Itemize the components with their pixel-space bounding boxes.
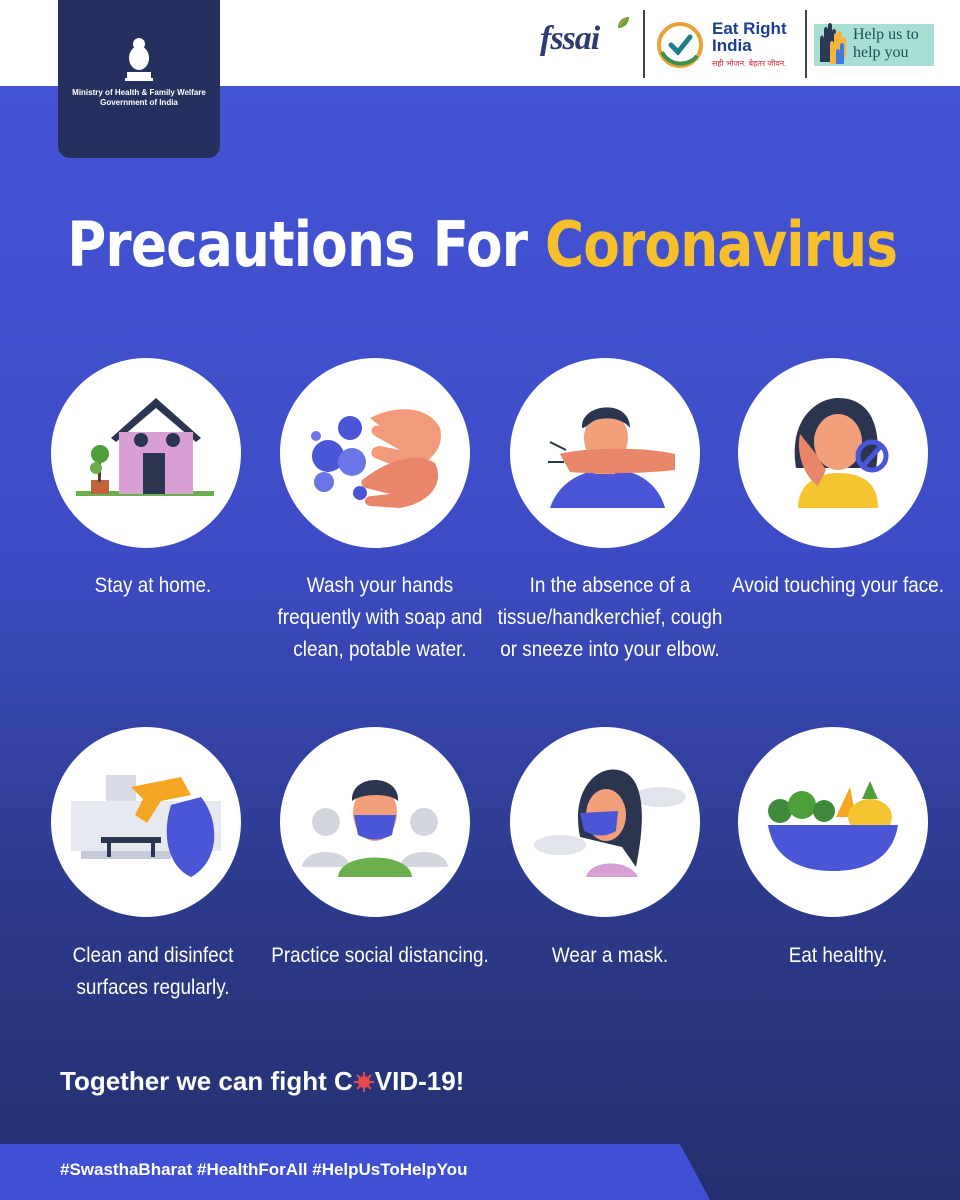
tip-caption: In the absence of a tissue/handkerchief,…: [497, 574, 723, 661]
tip-illustration: [51, 358, 241, 548]
tip-illustration: [51, 727, 241, 917]
tip-illustration: [510, 727, 700, 917]
no-face-touch-icon: [794, 398, 889, 508]
tip-illustration: [738, 727, 928, 917]
tip-illustration: [280, 358, 470, 548]
eat-right-tagline: सही भोजन. बेहतर जीवन.: [712, 59, 787, 68]
house-icon: [76, 398, 214, 496]
ministry-line2: Government of India: [100, 98, 178, 107]
ministry-badge: Ministry of Health & Family Welfare Gove…: [58, 0, 220, 158]
header-divider: [805, 10, 807, 78]
tip-illustration: [738, 358, 928, 548]
tagline-end: VID-19!: [374, 1066, 465, 1096]
tip-caption: Clean and disinfect surfaces regularly.: [72, 944, 234, 999]
national-emblem-icon: [125, 38, 153, 81]
healthy-food-icon: [768, 781, 898, 871]
ministry-name: Ministry of Health & Family Welfare Gove…: [58, 88, 220, 108]
tip-caption: Practice social distancing.: [271, 944, 489, 967]
cough-elbow-icon: [548, 407, 675, 508]
disinfect-spray-icon: [71, 775, 221, 877]
title-part2: Coronavirus: [544, 208, 898, 281]
header-divider: [643, 10, 645, 78]
mask-icon: [534, 769, 686, 877]
ministry-line1: Ministry of Health & Family Welfare: [72, 88, 206, 97]
tip-caption: Stay at home.: [94, 574, 212, 597]
leaf-icon: [618, 17, 629, 28]
raised-hands-icon: [820, 23, 846, 64]
hashtags: #SwasthaBharat #HealthForAll #HelpUsToHe…: [60, 1160, 468, 1179]
footer-band: [0, 1144, 710, 1200]
help-us-label: Help us to help you: [853, 26, 919, 61]
tagline-start: Together we can fight C: [60, 1066, 353, 1096]
eat-right-title: Eat Right India: [712, 19, 787, 55]
virus-icon: [353, 1072, 374, 1092]
tip-illustration: [510, 358, 700, 548]
page-title: Precautions For Coronavirus: [67, 208, 898, 281]
fssai-logo: fssai: [540, 20, 600, 57]
tagline: Together we can fight C VID-19!: [60, 1066, 464, 1097]
tip-caption: Eat healthy.: [788, 944, 888, 967]
tip-caption: Avoid touching your face.: [732, 574, 944, 597]
title-part1: Precautions For: [67, 208, 528, 281]
eat-right-logo-icon: [657, 22, 703, 68]
social-distancing-icon: [302, 780, 448, 877]
handwash-icon: [311, 409, 441, 508]
tip-caption: Wear a mask.: [551, 944, 669, 967]
tip-caption: Wash your hands frequently with soap and…: [277, 574, 483, 661]
tip-illustration: [280, 727, 470, 917]
